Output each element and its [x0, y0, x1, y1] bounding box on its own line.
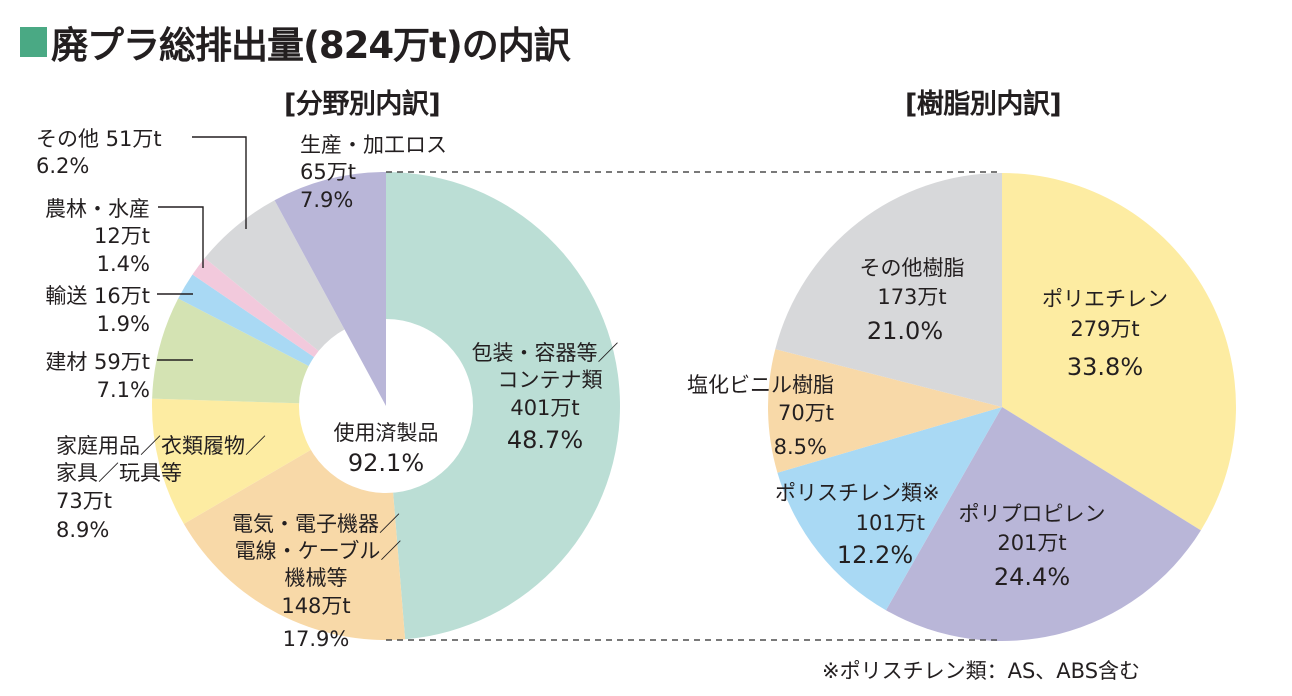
label-other-percent: 6.2% — [36, 154, 89, 178]
center-value: 92.1% — [348, 449, 424, 477]
label-pe-percent: 33.8% — [1067, 353, 1143, 381]
label-loss-percent: 7.9% — [300, 188, 353, 212]
label-pp-amount: 201万t — [997, 531, 1066, 555]
left-pie-loss-wedge-layer — [274, 172, 386, 406]
label-pp-name: ポリプロピレン — [959, 502, 1106, 526]
footnote: ※ポリスチレン類：AS、ABS含む — [822, 659, 1141, 683]
pie-slice-right-slices-4 — [775, 173, 1002, 407]
label-pp-percent: 24.4% — [994, 563, 1070, 591]
label-household-line2: 家具／玩具等 — [56, 461, 182, 485]
label-electric-line1: 電気・電子機器／ — [232, 512, 400, 536]
label-electric-line2: 電線・ケーブル／ — [235, 539, 402, 563]
pie-slice-right-slices-3 — [768, 349, 1002, 473]
label-construction-percent: 7.1% — [97, 378, 150, 402]
label-transport-name: 輸送 16万t — [45, 284, 150, 308]
right-pie — [768, 173, 1236, 641]
pie-slice-right-slices-0 — [1002, 173, 1236, 531]
label-pe-name: ポリエチレン — [1042, 287, 1168, 311]
label-packaging-amount: 401万t — [510, 396, 579, 420]
label-loss-amount: 65万t — [300, 160, 356, 184]
left-chart-title: [分野別内訳] — [284, 89, 441, 120]
page-title-text: 廃プラ総排出量(824万t)の内訳 — [51, 24, 571, 67]
label-household-line1: 家庭用品／衣類履物／ — [56, 434, 266, 458]
pie-slice-left-slices-7 — [274, 172, 386, 406]
label-construction-name: 建材 59万t — [45, 350, 150, 374]
leader-line-other — [192, 136, 247, 229]
label-packaging-percent: 48.7% — [507, 426, 583, 454]
label-electric-line3: 機械等 — [285, 566, 348, 590]
label-ps-name: ポリスチレン類※ — [775, 481, 940, 505]
right-chart-title: [樹脂別内訳] — [905, 89, 1062, 120]
label-pvc-amount: 70万t — [778, 401, 834, 425]
label-household-amount: 73万t — [56, 489, 112, 513]
label-other-resin-amount: 173万t — [877, 285, 946, 309]
label-pvc-name: 塩化ビニル樹脂 — [687, 373, 834, 397]
pie-slice-right-slices-1 — [885, 407, 1201, 641]
label-ps-percent: 12.2% — [837, 541, 913, 569]
title-marker-square — [20, 27, 47, 57]
center-label: 使用済製品 — [334, 421, 439, 445]
label-other-name: その他 51万t — [36, 127, 162, 151]
label-packaging-line2: コンテナ類 — [498, 368, 603, 392]
page-title: 廃プラ総排出量(824万t)の内訳 — [20, 14, 571, 70]
label-household-percent: 8.9% — [56, 518, 109, 542]
label-transport-percent: 1.9% — [97, 312, 150, 336]
label-pvc-percent: 8.5% — [774, 435, 827, 459]
label-agri-percent: 1.4% — [97, 252, 150, 276]
leader-line-agri — [158, 206, 204, 268]
pie-slice-left-slices-0 — [386, 172, 621, 640]
label-pe-amount: 279万t — [1070, 317, 1139, 341]
label-electric-percent: 17.9% — [283, 627, 350, 651]
label-electric-amount: 148万t — [281, 594, 350, 618]
label-packaging-line1: 包装・容器等／ — [472, 341, 619, 365]
label-other-resin-percent: 21.0% — [867, 317, 943, 345]
label-loss-name: 生産・加工ロス — [300, 133, 447, 157]
label-other-resin-name: その他樹脂 — [860, 256, 965, 280]
label-ps-amount: 101万t — [856, 511, 925, 535]
pie-slice-right-slices-2 — [777, 407, 1002, 611]
label-agri-amount: 12万t — [94, 224, 150, 248]
label-agri-name: 農林・水産 — [45, 197, 150, 221]
